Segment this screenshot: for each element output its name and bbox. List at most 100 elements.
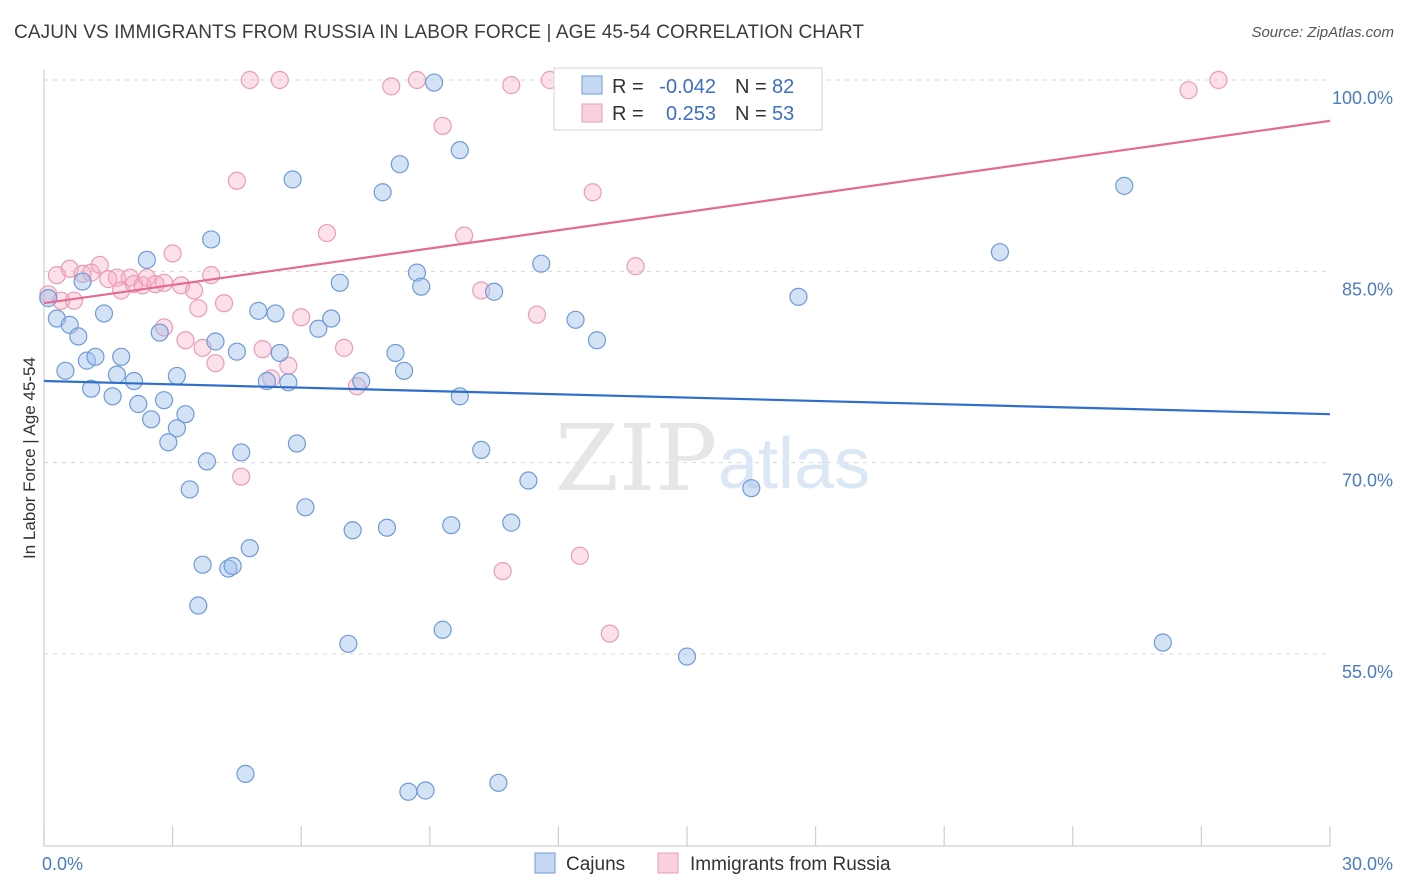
cajun-point bbox=[587, 331, 607, 350]
cajun-point bbox=[202, 230, 221, 249]
cajun-point bbox=[519, 471, 538, 490]
cajun-point bbox=[472, 440, 491, 460]
cajun-point bbox=[206, 332, 225, 351]
cajun-point bbox=[390, 155, 409, 174]
y-tick-label: 85.0% bbox=[1342, 279, 1393, 299]
cajun-point bbox=[249, 301, 268, 320]
russia-point bbox=[292, 308, 311, 327]
russia-point bbox=[600, 624, 619, 643]
stats-legend-n-label-2: N = bbox=[735, 103, 767, 125]
legend-russia-label: Immigrants from Russia bbox=[690, 854, 891, 875]
russia-point bbox=[317, 223, 337, 243]
cajun-point bbox=[416, 781, 435, 800]
cajun-point bbox=[309, 319, 328, 338]
legend-cajun-label: Cajuns bbox=[566, 854, 625, 875]
stats-legend-r-value-2: 0.253 bbox=[666, 103, 716, 125]
cajun-point bbox=[39, 289, 58, 308]
cajun-point bbox=[343, 521, 362, 540]
y-tick-labels: 55.0% 70.0% 85.0% 100.0% bbox=[1332, 88, 1393, 682]
cajun-point bbox=[377, 518, 397, 537]
cajun-point bbox=[399, 782, 418, 801]
cajun-point bbox=[73, 272, 92, 291]
russia-point bbox=[176, 331, 195, 350]
x-tick-label: 0.0% bbox=[42, 854, 83, 874]
russia-trend-line bbox=[43, 119, 1331, 305]
cajun-point bbox=[137, 250, 156, 269]
russia-point bbox=[227, 171, 246, 190]
cajun-point bbox=[352, 371, 371, 391]
stats-legend-n-value-1: 82 bbox=[772, 76, 794, 98]
russia-point bbox=[382, 77, 401, 96]
russia-point bbox=[154, 273, 174, 292]
cajun-points bbox=[39, 73, 1172, 801]
russia-point bbox=[472, 281, 491, 300]
stats-legend-n-label-1: N = bbox=[735, 76, 767, 98]
cajun-point bbox=[394, 361, 414, 380]
russia-point bbox=[163, 244, 182, 263]
russia-point bbox=[334, 338, 354, 357]
cajun-point bbox=[330, 273, 349, 292]
russia-point bbox=[626, 257, 645, 276]
cajun-point bbox=[94, 304, 114, 323]
russia-point bbox=[189, 299, 208, 318]
cajun-point bbox=[1153, 633, 1172, 652]
cajun-point bbox=[287, 434, 307, 453]
cajun-point bbox=[124, 371, 144, 391]
x-tick-label: 30.0% bbox=[1342, 854, 1393, 874]
cajun-point bbox=[789, 287, 808, 306]
stats-legend-n-value-2: 53 bbox=[772, 103, 794, 125]
russia-point bbox=[214, 294, 234, 313]
x-tick-marks bbox=[43, 826, 1331, 846]
cajun-point bbox=[236, 764, 255, 784]
russia-point bbox=[270, 70, 289, 90]
legend-russia-swatch bbox=[657, 852, 679, 874]
cajun-point bbox=[532, 254, 551, 273]
cajun-point bbox=[677, 647, 697, 666]
watermark-zip: ZIP bbox=[555, 405, 717, 512]
russia-point bbox=[433, 116, 452, 136]
russia-points bbox=[39, 70, 1228, 643]
cajun-point bbox=[150, 323, 169, 342]
cajun-point bbox=[502, 513, 521, 532]
russia-point bbox=[527, 305, 547, 324]
cajun-point bbox=[223, 556, 242, 576]
cajun-point bbox=[433, 620, 452, 639]
chart-title: CAJUN VS IMMIGRANTS FROM RUSSIA IN LABOR… bbox=[14, 22, 865, 43]
stats-legend-russia-swatch bbox=[581, 103, 603, 123]
russia-point bbox=[1209, 70, 1228, 90]
cajun-point bbox=[240, 539, 259, 558]
cajun-point bbox=[489, 773, 508, 792]
cajun-point bbox=[442, 516, 461, 535]
cajun-point bbox=[742, 479, 761, 498]
cajun-point bbox=[142, 410, 161, 429]
russia-point bbox=[206, 354, 225, 373]
russia-point bbox=[583, 183, 602, 202]
source-credit: Source: ZipAtlas.com bbox=[1251, 24, 1394, 41]
russia-point bbox=[240, 70, 259, 90]
cajun-point bbox=[107, 365, 126, 384]
cajun-point bbox=[990, 243, 1010, 262]
russia-point bbox=[232, 467, 251, 486]
watermark: ZIP atlas bbox=[555, 405, 870, 512]
cajun-point bbox=[103, 387, 122, 406]
cajun-point bbox=[270, 343, 289, 363]
cajun-point bbox=[193, 555, 212, 574]
cajun-point bbox=[386, 343, 405, 363]
russia-point bbox=[184, 281, 204, 300]
cajun-trend-line bbox=[43, 379, 1331, 416]
cajun-point bbox=[180, 480, 199, 499]
y-tick-label: 100.0% bbox=[1332, 88, 1393, 108]
cajun-point bbox=[69, 327, 88, 346]
russia-point bbox=[502, 76, 521, 95]
cajun-point bbox=[339, 634, 358, 653]
cajun-point bbox=[296, 498, 315, 517]
cajun-point bbox=[283, 170, 302, 189]
cajun-point bbox=[56, 361, 75, 380]
cajun-point bbox=[566, 310, 585, 329]
y-tick-label: 70.0% bbox=[1342, 471, 1393, 491]
russia-point bbox=[454, 226, 474, 245]
cajun-point bbox=[266, 304, 285, 323]
stats-legend-r-label-2: R = bbox=[612, 103, 644, 125]
russia-point bbox=[253, 340, 272, 359]
